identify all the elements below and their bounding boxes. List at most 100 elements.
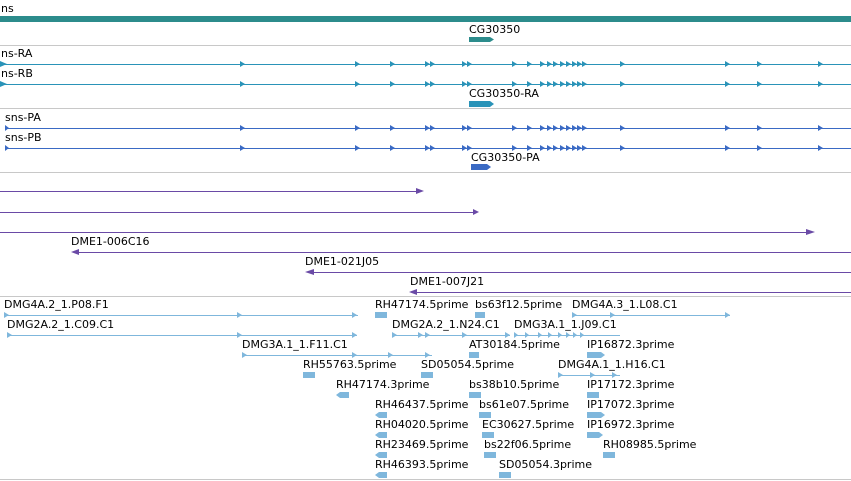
- est-label[interactable]: EC30627.5prime: [482, 418, 575, 431]
- track-separator: [0, 296, 851, 297]
- protein-segment-marker: [430, 145, 435, 151]
- protein-segment-marker: [560, 125, 565, 131]
- est-block: [587, 392, 599, 398]
- est-label[interactable]: RH55763.5prime: [303, 358, 397, 371]
- est-block: [469, 352, 479, 358]
- exon-marker: [462, 61, 467, 67]
- est-block: [303, 372, 315, 378]
- est-label[interactable]: DMG3A.1_1.J09.C1: [514, 318, 617, 331]
- exon-marker: [547, 81, 552, 87]
- protein-segment-marker: [620, 145, 625, 151]
- est-label[interactable]: DMG4A.1_1.H16.C1: [558, 358, 666, 371]
- transcript-start-exon: [0, 81, 7, 87]
- exon-marker: [240, 81, 245, 87]
- est-label[interactable]: IP16972.3prime: [587, 418, 675, 431]
- est-block: [603, 452, 615, 458]
- transcript-label-cg30350-ra[interactable]: CG30350-RA: [469, 87, 539, 100]
- exon-marker: [566, 61, 571, 67]
- protein-segment-marker: [572, 145, 577, 151]
- est-label[interactable]: bs22f06.5prime: [484, 438, 572, 451]
- est-label[interactable]: SD05054.5prime: [421, 358, 514, 371]
- protein-segment-marker: [572, 125, 577, 131]
- exon-marker: [390, 61, 395, 67]
- est-label[interactable]: DMG3A.1_1.F11.C1: [242, 338, 348, 351]
- protein-segment-marker: [240, 145, 245, 151]
- exon-marker: [540, 61, 545, 67]
- transcript-start-exon: [0, 61, 7, 67]
- est-label[interactable]: RH08985.5prime: [603, 438, 697, 451]
- gene-label-cg30350[interactable]: CG30350: [469, 23, 521, 36]
- protein-segment-marker: [390, 145, 395, 151]
- protein-segment-marker: [512, 145, 517, 151]
- protein-segment-marker: [566, 145, 571, 151]
- exon-marker: [430, 61, 435, 67]
- est-label[interactable]: IP17172.3prime: [587, 378, 675, 391]
- protein-start-marker: [5, 125, 9, 131]
- clone-arrow: [806, 229, 815, 235]
- est-arrow: [242, 352, 247, 358]
- protein-label-sns-pa[interactable]: sns-PA: [5, 111, 41, 124]
- est-arrow: [425, 332, 430, 338]
- protein-segment-marker: [527, 125, 532, 131]
- exon-marker: [560, 61, 565, 67]
- est-label[interactable]: AT30184.5prime: [469, 338, 560, 351]
- exon-marker: [566, 81, 571, 87]
- est-label[interactable]: RH47174.3prime: [336, 378, 430, 391]
- exon-marker: [757, 61, 762, 67]
- exon-marker: [425, 81, 430, 87]
- exon-marker: [560, 81, 565, 87]
- exon-marker: [425, 61, 430, 67]
- protein-segment-marker: [553, 145, 558, 151]
- est-label[interactable]: bs38b10.5prime: [469, 378, 560, 391]
- est-block: [482, 432, 494, 438]
- est-arrow: [725, 312, 730, 318]
- est-label[interactable]: DMG2A.2_1.C09.C1: [7, 318, 115, 331]
- transcript-label-ns-rb[interactable]: ns-RB: [1, 67, 33, 80]
- exon-marker: [553, 61, 558, 67]
- protein-segment-marker: [467, 125, 472, 131]
- track-separator: [0, 479, 851, 480]
- est-block: [375, 472, 387, 478]
- est-label[interactable]: SD05054.3prime: [499, 458, 592, 471]
- protein-segment-marker: [425, 125, 430, 131]
- clone-label-dme1-006c16[interactable]: DME1-006C16: [71, 235, 150, 248]
- est-label[interactable]: RH23469.5prime: [375, 438, 469, 451]
- protein-segment-marker: [582, 145, 587, 151]
- protein-segment-marker: [725, 125, 730, 131]
- est-label[interactable]: RH47174.5prime: [375, 298, 469, 311]
- protein-segment-marker: [462, 125, 467, 131]
- track-separator: [0, 45, 851, 46]
- exon-marker: [577, 61, 582, 67]
- exon-marker: [355, 61, 360, 67]
- protein-label-cg30350-pa[interactable]: CG30350-PA: [471, 151, 540, 164]
- est-block: [475, 312, 485, 318]
- est-arrow: [573, 332, 577, 338]
- exon-marker: [620, 81, 625, 87]
- est-label[interactable]: DMG4A.3_1.L08.C1: [572, 298, 678, 311]
- est-label[interactable]: bs63f12.5prime: [475, 298, 563, 311]
- exon-marker: [355, 81, 360, 87]
- protein-segment-marker: [553, 125, 558, 131]
- clone-arrow: [416, 188, 424, 194]
- est-label[interactable]: RH46393.5prime: [375, 458, 469, 471]
- protein-start-marker: [5, 145, 9, 151]
- est-arrow: [352, 332, 357, 338]
- est-block: [499, 472, 511, 478]
- transcript-label-ns-ra[interactable]: ns-RA: [1, 47, 33, 60]
- protein-label-sns-pb[interactable]: sns-PB: [5, 131, 42, 144]
- est-label[interactable]: DMG4A.2_1.P08.F1: [4, 298, 109, 311]
- est-label[interactable]: RH04020.5prime: [375, 418, 469, 431]
- est-label[interactable]: IP16872.3prime: [587, 338, 675, 351]
- est-label[interactable]: bs61e07.5prime: [479, 398, 570, 411]
- est-label[interactable]: DMG2A.2_1.N24.C1: [392, 318, 500, 331]
- est-label[interactable]: RH46437.5prime: [375, 398, 469, 411]
- protein-bar-cg30350-pa: [471, 164, 491, 170]
- est-arrow: [590, 372, 595, 378]
- clone-label-dme1-007j21[interactable]: DME1-007J21: [410, 275, 485, 288]
- exon-marker: [620, 61, 625, 67]
- est-label[interactable]: IP17072.3prime: [587, 398, 675, 411]
- clone-label-dme1-021j05[interactable]: DME1-021J05: [305, 255, 380, 268]
- exon-marker: [240, 61, 245, 67]
- gene-label-ns[interactable]: ns: [1, 2, 14, 15]
